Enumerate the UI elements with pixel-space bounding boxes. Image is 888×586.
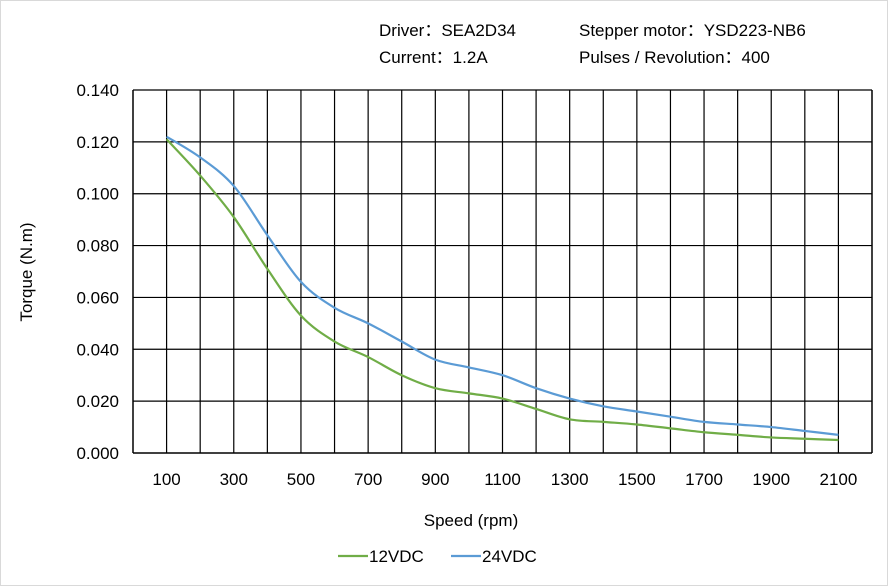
x-tick-label: 500 xyxy=(287,470,315,489)
x-tick-label: 900 xyxy=(421,470,449,489)
x-tick-label: 2100 xyxy=(819,470,857,489)
grid xyxy=(132,89,873,454)
x-tick-label: 1100 xyxy=(484,470,521,489)
series-line-12vdc xyxy=(165,138,839,442)
y-tick-label: 0.020 xyxy=(76,392,119,411)
y-axis-label: Torque (N.m) xyxy=(17,222,36,321)
y-tick-label: 0.140 xyxy=(76,81,119,100)
y-tick-label: 0.100 xyxy=(76,185,119,204)
x-tick-label: 700 xyxy=(354,470,382,489)
legend-label-24vdc: 24VDC xyxy=(482,547,537,566)
series-lines xyxy=(165,135,839,442)
y-tick-label: 0.080 xyxy=(76,237,119,256)
legend-label-12vdc: 12VDC xyxy=(369,547,424,566)
legend: 12VDC 24VDC xyxy=(338,547,537,566)
motor-label: Stepper motor：YSD223-NB6 xyxy=(579,21,806,40)
x-tick-label: 100 xyxy=(152,470,180,489)
y-tick-label: 0.120 xyxy=(76,133,119,152)
x-tick-label: 1700 xyxy=(685,470,723,489)
x-axis-label: Speed (rpm) xyxy=(424,511,518,530)
pulses-label: Pulses / Revolution：400 xyxy=(579,48,770,67)
driver-label: Driver：SEA2D34 xyxy=(379,21,516,40)
x-tick-label: 1500 xyxy=(618,470,656,489)
series-line-24vdc xyxy=(166,135,839,436)
y-tick-label: 0.040 xyxy=(76,340,119,359)
x-tick-label: 300 xyxy=(220,470,248,489)
current-label: Current：1.2A xyxy=(379,48,488,67)
tick-labels: 0.000 0.020 0.040 0.060 0.080 0.100 0.120 0.140… xyxy=(76,81,857,489)
y-tick-label: 0.000 xyxy=(76,444,119,463)
y-tick-label: 0.060 xyxy=(76,288,119,307)
x-tick-label: 1900 xyxy=(752,470,790,489)
x-tick-label: 1300 xyxy=(551,470,589,489)
